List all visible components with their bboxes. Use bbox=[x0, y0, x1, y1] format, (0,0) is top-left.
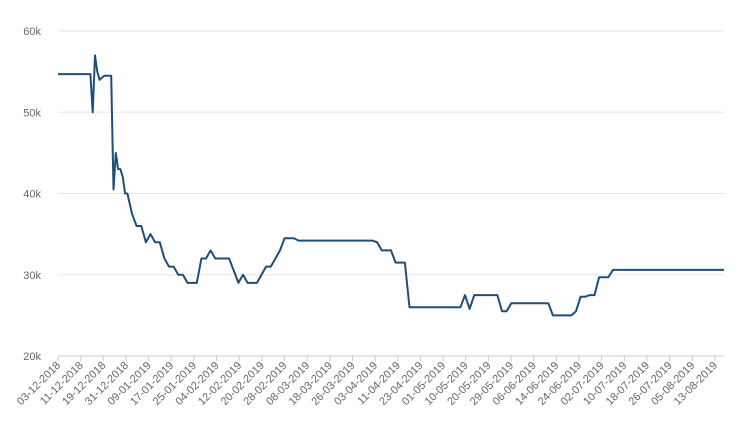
y-tick-label: 20k bbox=[23, 351, 41, 363]
grid-lines bbox=[58, 30, 724, 357]
y-tick-label: 30k bbox=[23, 270, 41, 282]
y-axis: 20k 30k 40k 50k 60k bbox=[23, 26, 41, 363]
series-line bbox=[58, 54, 724, 317]
y-tick-label: 40k bbox=[23, 189, 41, 201]
y-tick-label: 50k bbox=[23, 107, 41, 119]
x-axis: 03-12-201811-12-201819-12-201831-12-2018… bbox=[15, 356, 720, 408]
series-layer bbox=[58, 54, 724, 317]
y-tick-label: 60k bbox=[23, 26, 41, 38]
